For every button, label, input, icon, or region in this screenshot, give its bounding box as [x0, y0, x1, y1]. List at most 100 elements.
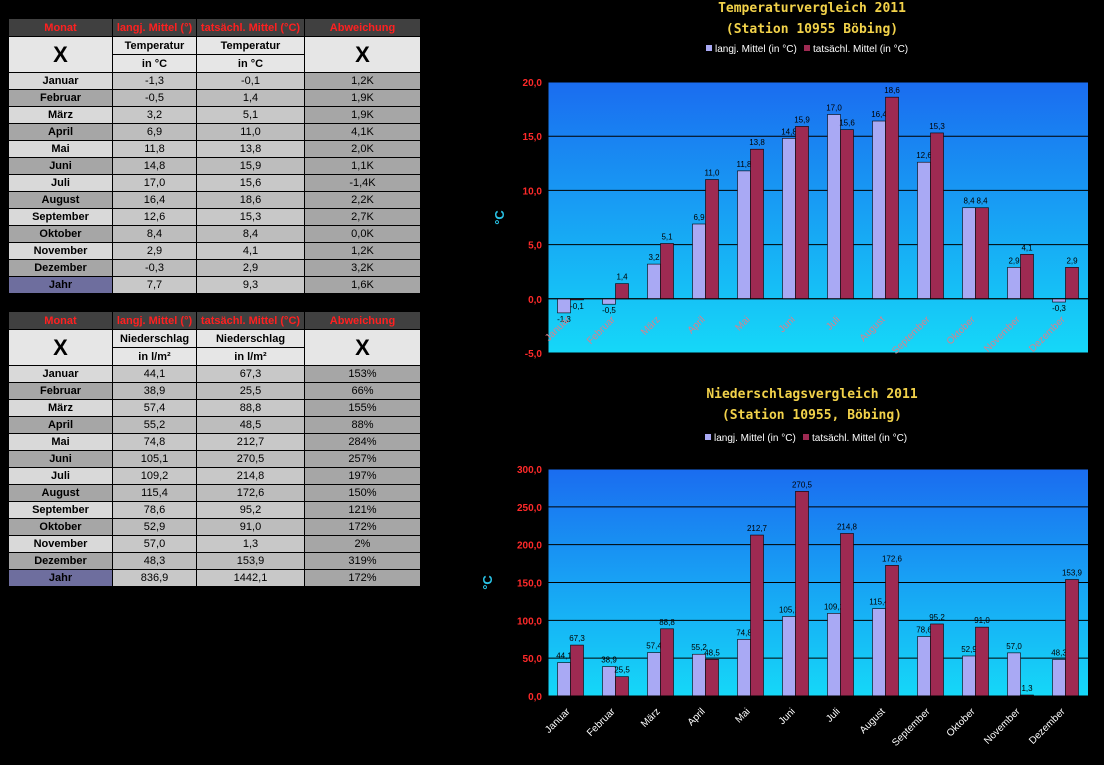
sub-label-actual: Temperatur	[196, 36, 305, 55]
table-subheader-unit-row: in °C in °C	[9, 54, 421, 73]
data-label: 78,6	[916, 626, 932, 635]
actual-cell: 91,0	[196, 518, 305, 536]
data-label: 172,6	[882, 554, 903, 563]
x-tick-label: Dezember	[1027, 706, 1068, 747]
table-row: April 6,9 11,0 4,1K	[8, 123, 421, 141]
col-header-actual: tatsächl. Mittel (°C)	[196, 311, 305, 330]
bar-actual	[795, 491, 809, 697]
month-cell: Mai	[8, 140, 113, 158]
deviation-cell: 172%	[304, 569, 421, 587]
month-cell: Jahr	[8, 569, 113, 587]
longterm-cell: 115,4	[112, 484, 197, 502]
table-header-row: Monat langj. Mittel (°) tatsächl. Mittel…	[8, 18, 421, 37]
bar-longterm	[917, 161, 931, 300]
bar-longterm	[782, 138, 796, 300]
actual-cell: 214,8	[196, 467, 305, 485]
bar-longterm	[1007, 267, 1021, 300]
data-label: 109,2	[824, 602, 845, 611]
bar-actual	[930, 623, 944, 697]
legend-swatch-actual	[803, 434, 809, 440]
month-cell: November	[8, 242, 113, 260]
bar-longterm	[1007, 652, 1021, 697]
deviation-cell: 1,2K	[304, 72, 421, 90]
actual-cell: 13,8	[196, 140, 305, 158]
table-row: Juli 109,2 214,8 197%	[8, 467, 421, 485]
table-row: Juni 105,1 270,5 257%	[8, 450, 421, 468]
x-mark: X	[304, 329, 421, 366]
data-label: 18,6	[884, 86, 900, 95]
month-cell: März	[8, 106, 113, 124]
bar-longterm	[692, 653, 706, 697]
y-tick-label: 0,0	[528, 295, 542, 306]
table-row: November 2,9 4,1 1,2K	[8, 242, 421, 260]
data-label: 270,5	[792, 480, 813, 489]
y-tick-label: 5,0	[528, 241, 542, 252]
x-tick-label: Februar	[585, 706, 618, 739]
deviation-cell: 4,1K	[304, 123, 421, 141]
deviation-cell: 88%	[304, 416, 421, 434]
data-label: -1,3	[557, 315, 571, 324]
bar-actual	[750, 148, 764, 300]
table-subheader-unit-row: in l/m² in l/m²	[9, 347, 421, 366]
actual-cell: 95,2	[196, 501, 305, 519]
table-row: Januar 44,1 67,3 153%	[8, 365, 421, 383]
data-label: 11,8	[737, 160, 753, 169]
bar-actual	[705, 179, 719, 300]
longterm-cell: 7,7	[112, 276, 197, 294]
x-tick-label: August	[858, 706, 888, 736]
data-label: 95,2	[929, 613, 945, 622]
data-label: 14,8	[781, 127, 797, 136]
longterm-cell: 48,3	[112, 552, 197, 570]
data-label: 57,4	[646, 642, 662, 651]
sub-label-longterm: Niederschlag	[112, 329, 197, 348]
bar-actual	[975, 207, 989, 300]
month-cell: Oktober	[8, 225, 113, 243]
bar-actual	[1065, 579, 1079, 697]
bar-longterm	[737, 170, 751, 300]
x-tick-label: April	[686, 706, 708, 728]
month-cell: September	[8, 501, 113, 519]
precipitation-chart: Niederschlagsvergleich 2011 (Station 1095…	[480, 387, 1088, 749]
data-label: 6,9	[693, 213, 705, 222]
y-tick-label: 20,0	[523, 78, 543, 89]
table-row: Mai 11,8 13,8 2,0K	[8, 140, 421, 158]
data-label: 17,0	[826, 104, 842, 113]
y-tick-label: 100,0	[517, 616, 542, 627]
data-label: 12,6	[916, 151, 932, 160]
bar-longterm	[557, 298, 571, 314]
data-label: 5,1	[661, 233, 673, 242]
table-row-year: Jahr 7,7 9,3 1,6K	[8, 276, 421, 294]
data-label: 212,7	[747, 524, 768, 533]
sub-label-actual: Niederschlag	[196, 329, 305, 348]
data-label: 44,1	[556, 652, 572, 661]
month-cell: Februar	[8, 89, 113, 107]
legend-label-actual: tatsächl. Mittel (in °C)	[813, 44, 908, 55]
actual-cell: 270,5	[196, 450, 305, 468]
longterm-cell: 78,6	[112, 501, 197, 519]
actual-cell: 172,6	[196, 484, 305, 502]
longterm-cell: 6,9	[112, 123, 197, 141]
actual-cell: 8,4	[196, 225, 305, 243]
table-row: Februar 38,9 25,5 66%	[8, 382, 421, 400]
table-subheader-row: X Temperatur Temperatur X	[8, 36, 421, 73]
y-tick-label: 150,0	[517, 579, 542, 590]
bar-longterm	[962, 207, 976, 300]
actual-cell: 88,8	[196, 399, 305, 417]
deviation-cell: 2,7K	[304, 208, 421, 226]
sub-unit-longterm: in °C	[112, 54, 197, 73]
month-cell: Juli	[8, 174, 113, 192]
data-label: 2,9	[1008, 256, 1020, 265]
data-label: 13,8	[749, 138, 765, 147]
bar-longterm	[1052, 659, 1066, 697]
data-label: 214,8	[837, 522, 858, 531]
month-cell: Jahr	[8, 276, 113, 294]
actual-cell: 9,3	[196, 276, 305, 294]
bar-longterm	[647, 263, 661, 300]
longterm-cell: 14,8	[112, 157, 197, 175]
data-label: -0,5	[602, 306, 616, 315]
actual-cell: 48,5	[196, 416, 305, 434]
x-tick-label: Januar	[543, 706, 573, 736]
bar-actual	[930, 132, 944, 300]
data-label: 16,4	[871, 110, 887, 119]
